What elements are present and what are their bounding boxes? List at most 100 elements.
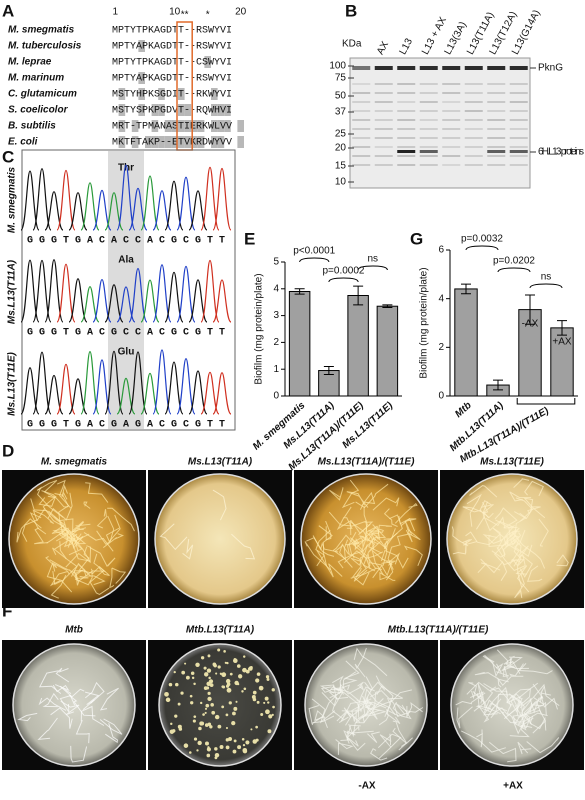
colony bbox=[204, 672, 209, 677]
wrinkle bbox=[355, 483, 389, 509]
wrinkle bbox=[308, 705, 335, 724]
smear bbox=[464, 137, 483, 139]
colony bbox=[217, 665, 221, 669]
y-tick-label: 4 bbox=[438, 293, 444, 304]
colony bbox=[189, 751, 192, 754]
smear bbox=[419, 146, 438, 148]
colony bbox=[243, 655, 246, 658]
wrinkle bbox=[80, 705, 105, 726]
smear bbox=[374, 128, 393, 130]
wrinkle bbox=[504, 528, 520, 565]
significance-label: p=0.0002 bbox=[323, 266, 365, 277]
colony bbox=[189, 694, 193, 698]
wrinkle bbox=[474, 671, 509, 683]
plate bbox=[158, 643, 282, 767]
colony bbox=[242, 743, 246, 747]
trace-peak bbox=[188, 279, 208, 323]
trace-peak bbox=[92, 189, 112, 231]
colony bbox=[249, 666, 253, 670]
residue-highlight bbox=[171, 120, 178, 132]
residue-highlight bbox=[237, 136, 244, 148]
smear bbox=[397, 101, 416, 103]
marker-size: 20 bbox=[335, 143, 347, 154]
residue-highlight bbox=[158, 104, 165, 116]
base-calls: GGGTGACACCACGCGTT bbox=[27, 236, 231, 247]
chromatogram-frame bbox=[21, 149, 236, 431]
colony bbox=[214, 756, 218, 760]
smear bbox=[374, 101, 393, 103]
wrinkle bbox=[503, 657, 521, 675]
wrinkle bbox=[361, 532, 380, 542]
residue-highlight bbox=[131, 136, 139, 148]
wrinkle bbox=[69, 537, 79, 551]
colony bbox=[193, 737, 198, 741]
wrinkle bbox=[336, 517, 371, 534]
colony bbox=[233, 739, 237, 743]
smear bbox=[397, 110, 416, 112]
smear bbox=[419, 110, 438, 112]
residue-highlight bbox=[211, 104, 218, 116]
smear bbox=[464, 119, 483, 121]
plate bbox=[12, 643, 136, 767]
wrinkle bbox=[359, 491, 376, 510]
error-bar bbox=[323, 366, 334, 376]
trace-peak bbox=[176, 265, 196, 323]
panel-label: G bbox=[410, 229, 423, 248]
smear bbox=[487, 92, 506, 94]
marker-size: 25 bbox=[335, 129, 347, 140]
colony bbox=[265, 709, 270, 715]
species-name: M. smegmatis bbox=[8, 25, 75, 36]
wrinkle bbox=[524, 480, 544, 497]
wrinkle bbox=[102, 533, 125, 548]
wrinkle bbox=[105, 514, 121, 543]
codon-label: Glu bbox=[118, 347, 135, 358]
smear bbox=[509, 128, 528, 130]
colony bbox=[190, 671, 195, 676]
residue-highlight bbox=[217, 104, 225, 116]
colony bbox=[236, 664, 241, 668]
wrinkle bbox=[38, 697, 67, 711]
colony bbox=[214, 714, 220, 720]
residue-highlight bbox=[184, 104, 192, 116]
smear bbox=[509, 155, 528, 157]
band bbox=[419, 66, 438, 70]
residue-highlight bbox=[178, 120, 185, 132]
trace-peak bbox=[80, 182, 100, 231]
colony bbox=[225, 713, 229, 717]
wrinkle bbox=[107, 507, 135, 532]
wrinkle bbox=[332, 687, 363, 713]
trace-peak bbox=[20, 367, 40, 415]
colony bbox=[267, 701, 270, 704]
wrinkle bbox=[514, 573, 525, 599]
smear bbox=[397, 155, 416, 157]
sequence: MPTYTPKAGDTT--RSWYVI bbox=[112, 26, 232, 37]
panel-label: E bbox=[244, 229, 255, 248]
colony bbox=[255, 678, 260, 683]
wrinkle bbox=[519, 497, 534, 522]
smear bbox=[442, 101, 461, 103]
band bbox=[419, 150, 438, 153]
trace-peak bbox=[176, 358, 196, 415]
smear bbox=[352, 164, 371, 166]
wrinkle bbox=[315, 529, 331, 566]
colony bbox=[202, 713, 205, 716]
smear bbox=[419, 137, 438, 139]
wrinkle bbox=[512, 538, 529, 559]
colony bbox=[241, 690, 244, 693]
position-number: 20 bbox=[235, 7, 247, 18]
wrinkle bbox=[83, 568, 106, 586]
trace-peak bbox=[32, 168, 52, 231]
marker-size: 50 bbox=[335, 91, 347, 102]
smear bbox=[397, 137, 416, 139]
wrinkle bbox=[371, 549, 384, 576]
wrinkle bbox=[352, 567, 377, 586]
wrinkle bbox=[470, 691, 484, 704]
significance-bracket bbox=[328, 277, 359, 283]
wrinkle bbox=[346, 730, 359, 747]
wrinkle bbox=[74, 569, 84, 586]
wrinkle bbox=[472, 691, 501, 715]
colony bbox=[165, 697, 171, 703]
colony bbox=[207, 654, 211, 658]
smear bbox=[487, 83, 506, 85]
smear bbox=[374, 92, 393, 94]
